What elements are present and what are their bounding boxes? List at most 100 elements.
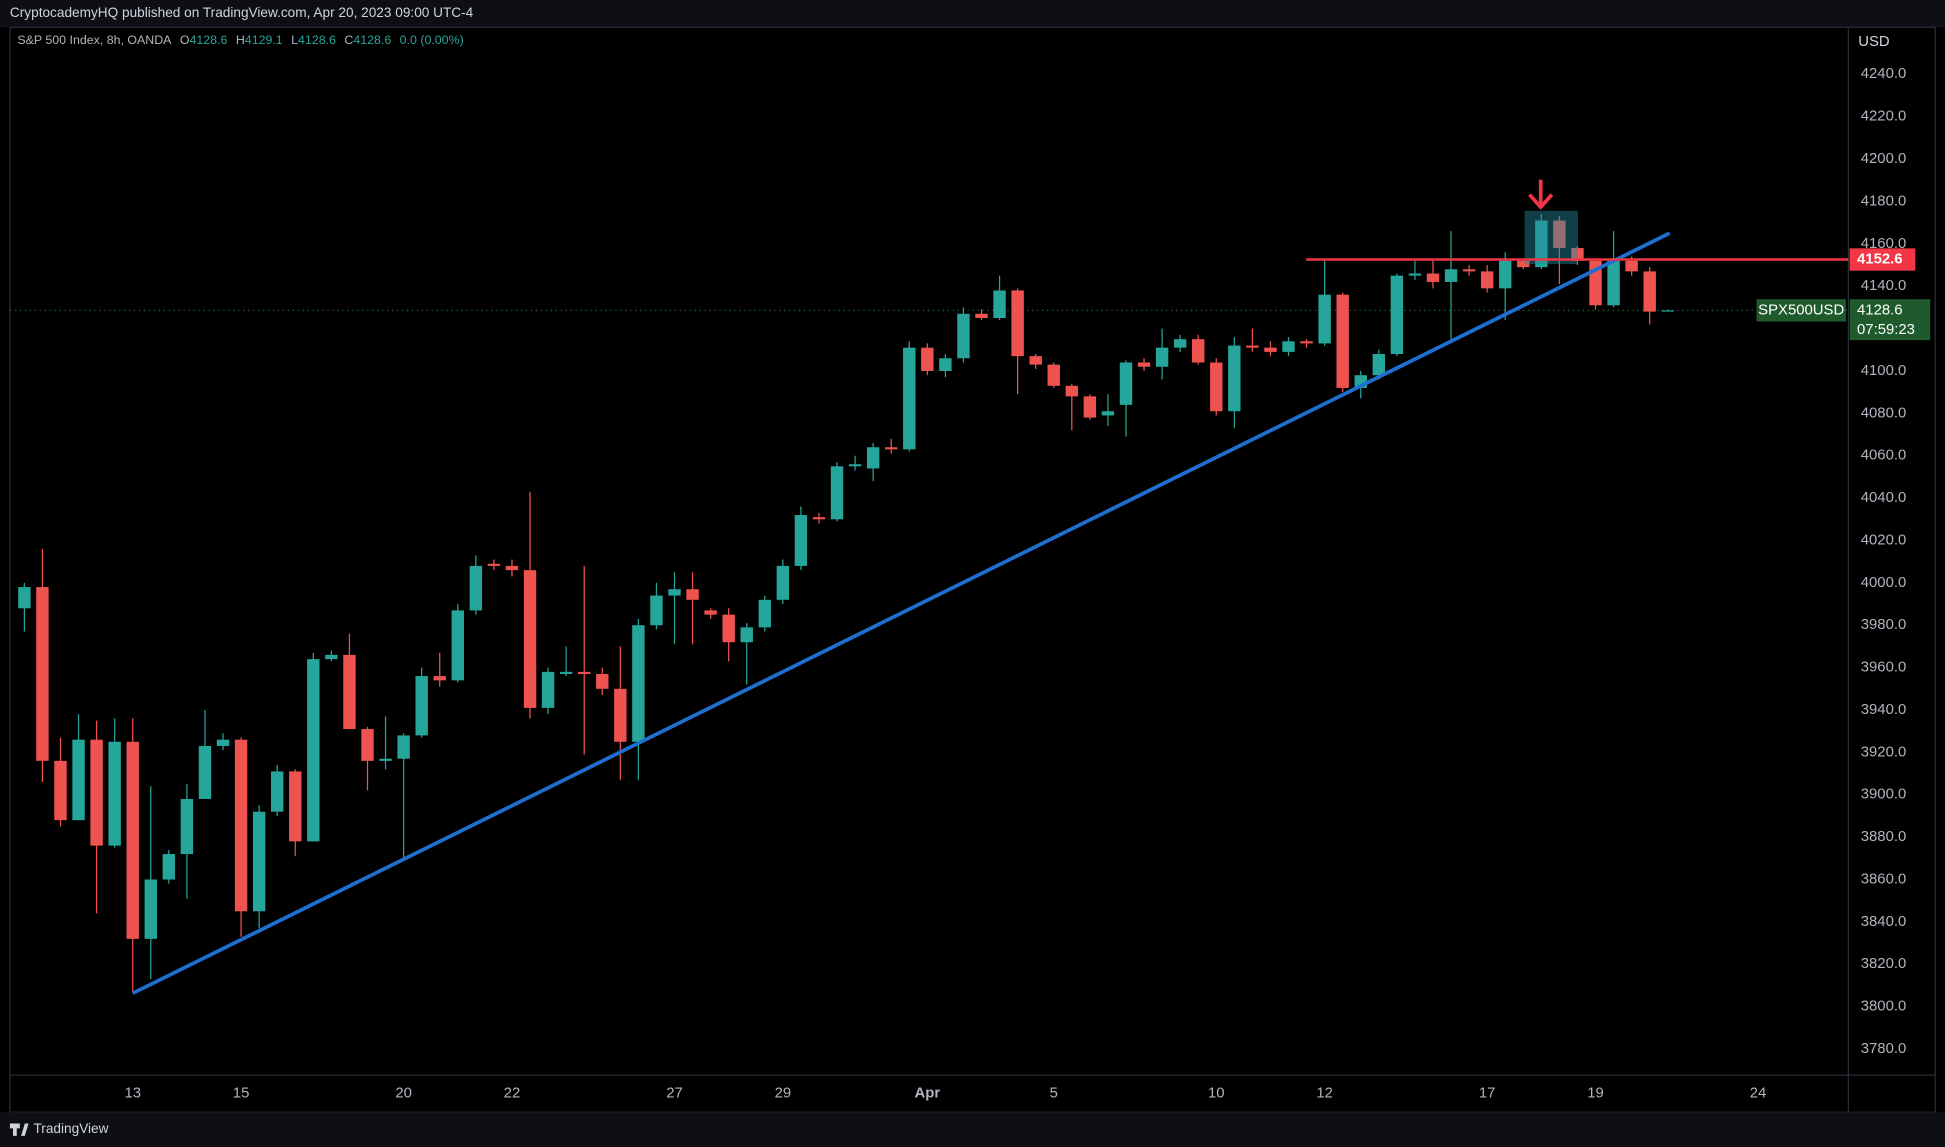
candle-body bbox=[885, 447, 898, 450]
candle-body bbox=[1210, 362, 1223, 412]
candle-body bbox=[1643, 271, 1656, 312]
candle-body bbox=[1155, 347, 1169, 367]
candle-body bbox=[1119, 362, 1133, 405]
candle-body bbox=[18, 587, 31, 609]
candle-body bbox=[614, 688, 627, 742]
candle-body bbox=[975, 313, 988, 318]
x-tick-label: 15 bbox=[233, 1086, 250, 1102]
candle-body bbox=[1300, 341, 1313, 344]
logo-icon bbox=[9, 1123, 29, 1136]
y-tick-label: 4060.0 bbox=[1861, 448, 1907, 464]
y-tick-label: 3920.0 bbox=[1861, 744, 1907, 760]
candle-body bbox=[1535, 220, 1548, 268]
legend: S&P 500 Index, 8h, OANDA O4128.6 H4129.1… bbox=[17, 33, 463, 47]
candle-body bbox=[1192, 339, 1205, 363]
candle-body bbox=[541, 671, 555, 708]
y-tick-label: 3800.0 bbox=[1861, 999, 1907, 1015]
candle-body bbox=[54, 760, 67, 821]
candle-body bbox=[1083, 396, 1097, 418]
y-tick-label: 3820.0 bbox=[1861, 956, 1907, 972]
candle-body bbox=[957, 313, 970, 359]
candle-body bbox=[812, 517, 826, 520]
countdown-label: 07:59:23 bbox=[1857, 322, 1915, 338]
candle-body bbox=[343, 654, 356, 730]
candle-body bbox=[686, 589, 699, 600]
candle-body bbox=[1246, 345, 1259, 348]
candle-body bbox=[307, 659, 320, 842]
x-tick-label: 10 bbox=[1208, 1086, 1225, 1102]
candle-body bbox=[668, 589, 681, 596]
candle-body bbox=[469, 565, 483, 611]
candle-body bbox=[1462, 269, 1476, 272]
x-tick-label: 24 bbox=[1750, 1086, 1767, 1102]
y-tick-label: 4000.0 bbox=[1861, 575, 1907, 591]
currency-label: USD bbox=[1858, 34, 1890, 50]
candle-body bbox=[1173, 339, 1187, 348]
x-tick-label: 20 bbox=[395, 1086, 412, 1102]
y-tick-label: 4020.0 bbox=[1861, 532, 1907, 548]
brand-text: TradingView bbox=[33, 1121, 108, 1136]
candle-body bbox=[776, 565, 790, 600]
candle-body bbox=[72, 739, 85, 821]
y-tick-label: 4100.0 bbox=[1861, 363, 1907, 379]
x-tick-label: Apr bbox=[915, 1086, 941, 1102]
candle-body bbox=[270, 771, 284, 812]
candle-body bbox=[939, 358, 952, 371]
candle-body bbox=[90, 739, 103, 846]
candle-body bbox=[397, 735, 410, 759]
legend-key: L bbox=[291, 33, 298, 47]
candle-body bbox=[758, 599, 771, 628]
candle-body bbox=[126, 741, 139, 939]
candle-body bbox=[36, 587, 49, 761]
legend-value: 4128.6 bbox=[190, 33, 228, 47]
candle-body bbox=[361, 729, 374, 761]
y-tick-label: 3940.0 bbox=[1861, 702, 1907, 718]
candle-body bbox=[632, 625, 645, 742]
brand-logo[interactable]: TradingView bbox=[9, 1121, 109, 1136]
y-tick-label: 3960.0 bbox=[1861, 660, 1907, 676]
y-tick-label: 4180.0 bbox=[1861, 193, 1907, 209]
y-tick-label: 3780.0 bbox=[1861, 1041, 1907, 1057]
candle-body bbox=[505, 565, 519, 571]
candle-body bbox=[1661, 310, 1674, 312]
symbol-label: SPX500USD bbox=[1758, 302, 1844, 318]
candle-body bbox=[1047, 364, 1060, 386]
candle-body bbox=[1228, 345, 1241, 412]
candle-body bbox=[1553, 220, 1566, 249]
candle-body bbox=[1029, 356, 1042, 365]
candle-body bbox=[704, 610, 717, 615]
candle-body bbox=[234, 739, 248, 912]
candle-body bbox=[289, 771, 302, 842]
highlight-box bbox=[1524, 210, 1578, 265]
x-tick-label: 17 bbox=[1479, 1086, 1496, 1102]
y-tick-label: 4240.0 bbox=[1861, 66, 1907, 82]
symbol-tag bbox=[1756, 299, 1846, 322]
candle-body bbox=[1517, 260, 1530, 268]
candle-body bbox=[433, 676, 446, 681]
candle-body bbox=[866, 447, 880, 469]
x-tick-label: 27 bbox=[666, 1086, 683, 1102]
candle-body bbox=[1390, 275, 1404, 355]
candle-body bbox=[1607, 260, 1620, 306]
x-tick-label: 29 bbox=[775, 1086, 792, 1102]
candle-body bbox=[1282, 341, 1295, 352]
horizontal-line-label: 4152.6 bbox=[1857, 251, 1903, 267]
candle-body bbox=[487, 563, 501, 566]
candle-body bbox=[180, 798, 194, 855]
candle-body bbox=[1318, 294, 1331, 344]
candle-body bbox=[830, 466, 844, 520]
candle-body bbox=[1336, 294, 1349, 388]
y-tick-label: 4160.0 bbox=[1861, 236, 1907, 252]
candle-body bbox=[559, 671, 573, 674]
y-tick-label: 3880.0 bbox=[1861, 829, 1907, 845]
y-tick-label: 4080.0 bbox=[1861, 405, 1907, 421]
y-tick-label: 4140.0 bbox=[1861, 278, 1907, 294]
y-tick-label: 3860.0 bbox=[1861, 871, 1907, 887]
candle-body bbox=[144, 879, 157, 939]
candle-body bbox=[1426, 273, 1440, 282]
y-tick-label: 3840.0 bbox=[1861, 914, 1907, 930]
top-bar bbox=[0, 0, 1945, 28]
candle-body bbox=[451, 610, 464, 681]
